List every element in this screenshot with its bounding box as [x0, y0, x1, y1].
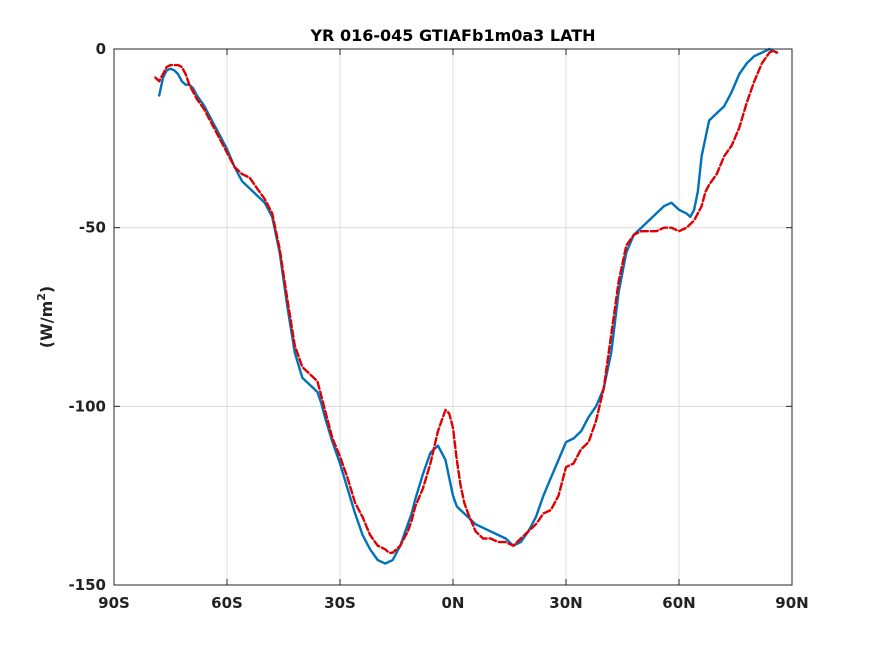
x-tick-label: 60N: [662, 594, 695, 612]
chart-title: YR 016-045 GTIAFb1m0a3 LATH: [309, 26, 595, 45]
x-tick-label: 30S: [324, 594, 356, 612]
y-axis-label-suffix: ): [37, 286, 56, 293]
y-tick-label: -50: [79, 219, 106, 237]
y-axis-label: (W/m2): [35, 286, 56, 348]
x-tick-label: 60S: [211, 594, 243, 612]
series-line-1: [158, 47, 779, 565]
y-tick-label: -100: [68, 397, 106, 415]
y-axis-label-superscript: 2: [35, 293, 48, 301]
x-axis: 90S 60S 30S 0N 30N 60N 90N: [98, 49, 809, 612]
y-axis-label-prefix: (W/m: [37, 301, 56, 348]
y-axis: 0 -50 -100 -150: [68, 40, 792, 594]
x-tick-label: 90N: [775, 594, 808, 612]
x-tick-label: 0N: [442, 594, 465, 612]
y-tick-label: 0: [96, 40, 106, 58]
x-tick-label: 30N: [549, 594, 582, 612]
x-tick-label: 90S: [98, 594, 130, 612]
series-line-2: [154, 49, 779, 554]
series-group: [154, 47, 779, 565]
y-tick-label: -150: [68, 576, 106, 594]
